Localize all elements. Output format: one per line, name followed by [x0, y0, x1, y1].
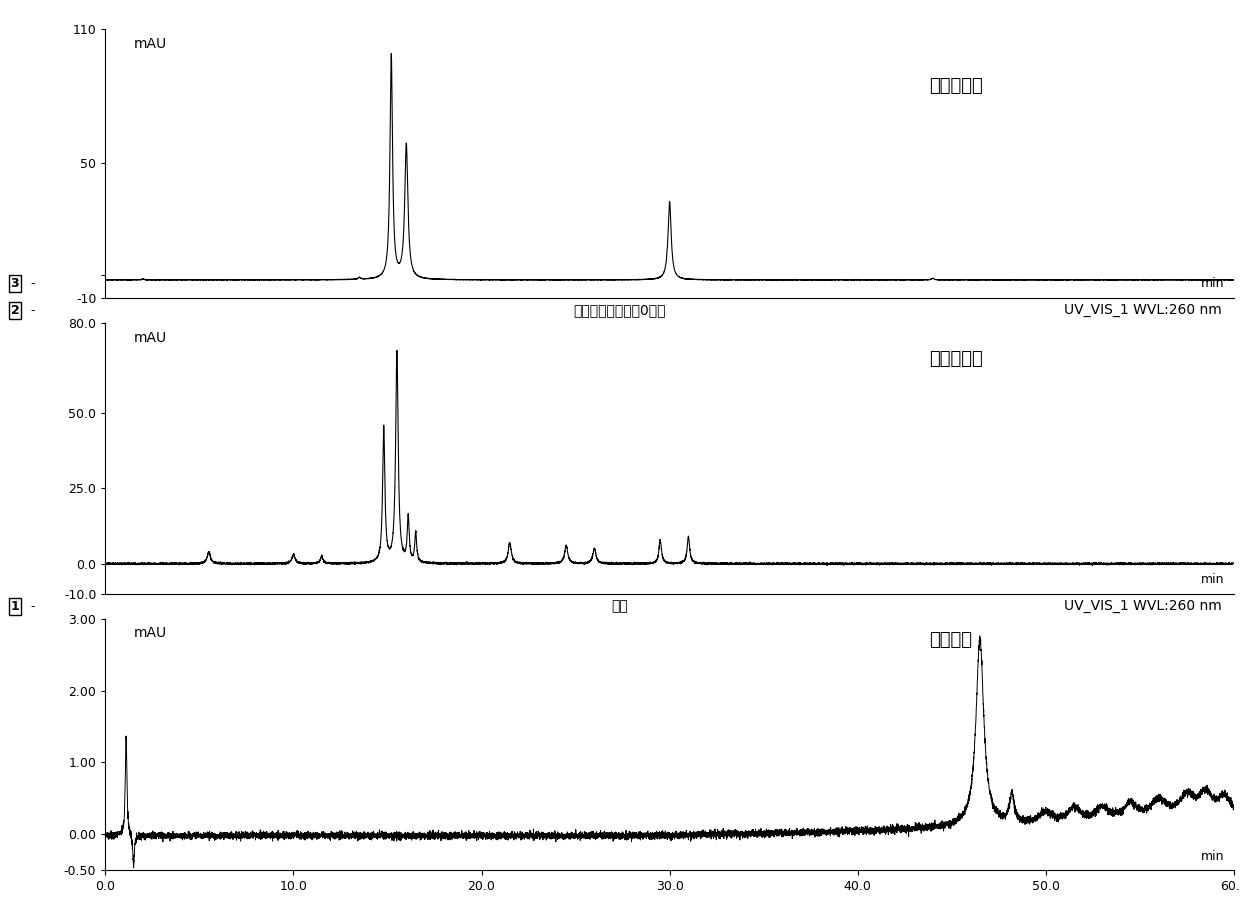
Text: min: min	[1202, 849, 1225, 863]
Text: mAU: mAU	[134, 331, 166, 345]
Text: mAU: mAU	[134, 37, 166, 51]
Text: 专属性、稳定性　0小时: 专属性、稳定性 0小时	[574, 303, 666, 318]
Text: UV_VIS_1 WVL:260 nm: UV_VIS_1 WVL:260 nm	[1064, 303, 1221, 318]
Text: 空白溶液: 空白溶液	[929, 631, 972, 649]
Text: 3: 3	[11, 277, 19, 290]
Text: 2: 2	[10, 304, 20, 317]
Text: -: -	[27, 600, 36, 613]
Text: UV_VIS_1 WVL:260 nm: UV_VIS_1 WVL:260 nm	[1064, 599, 1221, 614]
Text: 对照品溶液: 对照品溶液	[929, 77, 983, 95]
Text: UV_VIS_1 WVL:260 nm: UV_VIS_1 WVL:260 nm	[1064, 276, 1221, 291]
Text: 1: 1	[10, 600, 20, 613]
Text: min: min	[1202, 277, 1225, 290]
Text: mAU: mAU	[134, 626, 166, 640]
Text: 空白: 空白	[611, 599, 629, 614]
Text: -: -	[27, 277, 36, 290]
Text: min: min	[1202, 572, 1225, 586]
Text: 供试品溶液: 供试品溶液	[929, 350, 983, 368]
Text: 混标 2019.06.24: 混标 2019.06.24	[554, 274, 686, 292]
Text: -: -	[27, 304, 36, 317]
